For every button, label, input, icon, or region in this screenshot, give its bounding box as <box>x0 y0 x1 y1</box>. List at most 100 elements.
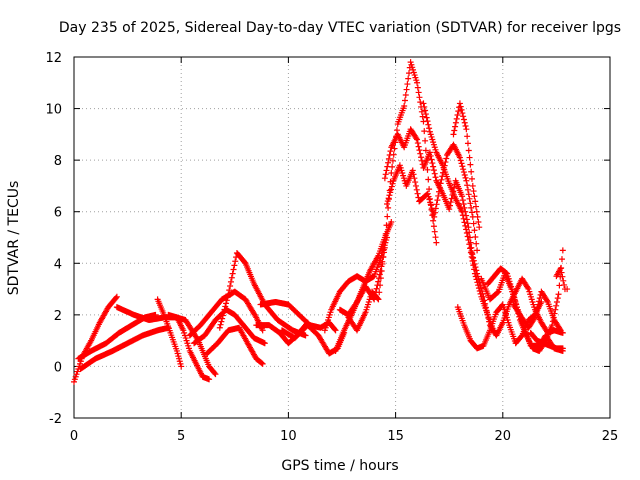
plus-marker <box>414 136 421 143</box>
plus-marker <box>433 201 440 208</box>
plus-marker <box>457 157 464 164</box>
y-tick-label: 8 <box>54 154 62 169</box>
plus-marker <box>252 313 259 320</box>
plus-marker <box>470 188 477 195</box>
plus-marker <box>463 177 470 184</box>
plus-marker <box>460 116 467 123</box>
plus-marker <box>412 179 419 186</box>
x-tick-label: 5 <box>177 429 185 444</box>
track-1 <box>71 293 120 385</box>
plus-marker <box>452 119 459 126</box>
plus-marker <box>466 154 473 161</box>
plus-marker <box>421 103 428 110</box>
plus-marker <box>384 163 391 170</box>
plus-marker <box>557 265 564 272</box>
plus-marker <box>430 163 437 170</box>
plus-marker <box>461 119 468 126</box>
plus-marker <box>379 260 386 267</box>
plus-marker <box>422 137 429 144</box>
plus-marker <box>535 301 542 308</box>
plus-marker <box>460 200 467 207</box>
y-tick-label: 4 <box>54 257 62 272</box>
chart-title: Day 235 of 2025, Sidereal Day-to-day VTE… <box>59 20 621 36</box>
plus-marker <box>415 89 422 96</box>
plus-marker <box>534 304 541 311</box>
data-markers <box>71 59 571 385</box>
plus-marker <box>468 204 475 211</box>
plus-marker <box>261 340 268 347</box>
plus-marker <box>426 149 433 156</box>
plus-marker <box>426 186 433 193</box>
plus-marker <box>424 118 431 125</box>
plus-marker <box>467 244 474 251</box>
plus-marker <box>436 184 443 191</box>
plus-marker <box>426 125 433 132</box>
plus-marker <box>424 166 431 173</box>
plus-marker <box>466 241 473 248</box>
plus-marker <box>450 131 457 138</box>
plus-marker <box>559 247 566 254</box>
plus-marker <box>376 289 383 296</box>
plus-marker <box>259 327 266 334</box>
plus-marker <box>556 326 563 333</box>
plus-marker <box>385 159 392 166</box>
plus-marker <box>553 302 560 309</box>
plus-marker <box>463 229 470 236</box>
plus-marker <box>479 290 486 297</box>
plus-marker <box>423 114 430 121</box>
track-26 <box>510 288 564 334</box>
plus-marker <box>460 166 467 173</box>
plus-marker <box>374 295 381 302</box>
plus-marker <box>552 306 559 313</box>
plus-marker <box>422 147 429 154</box>
plus-marker <box>452 123 459 130</box>
plus-marker <box>415 143 422 150</box>
plus-marker <box>405 75 412 82</box>
plus-marker <box>485 315 492 322</box>
plus-marker <box>473 203 479 210</box>
plus-marker <box>377 282 384 289</box>
track-10 <box>216 249 309 339</box>
plus-marker <box>375 296 382 303</box>
plus-marker <box>414 140 421 147</box>
plus-marker <box>459 193 466 200</box>
plus-marker <box>478 285 485 292</box>
plus-marker <box>472 233 479 240</box>
track-19 <box>384 141 481 254</box>
plus-marker <box>482 304 489 311</box>
track-8 <box>191 306 268 347</box>
plus-marker <box>421 128 428 135</box>
plus-marker <box>402 92 409 99</box>
plus-marker <box>223 300 230 307</box>
plus-marker <box>468 168 475 175</box>
plus-marker <box>558 269 565 276</box>
track-28 <box>553 265 568 293</box>
plus-marker <box>544 297 551 304</box>
plus-marker <box>430 217 437 224</box>
plus-marker <box>211 370 218 377</box>
plus-marker <box>178 363 185 370</box>
plus-marker <box>389 157 396 164</box>
plus-marker <box>483 307 490 314</box>
plus-marker <box>471 227 478 234</box>
plus-marker <box>431 228 438 235</box>
plus-marker <box>231 262 238 269</box>
plus-marker <box>469 182 476 189</box>
plus-marker <box>425 176 432 183</box>
plus-marker <box>384 200 391 207</box>
plus-marker <box>417 150 424 157</box>
plus-marker <box>464 133 471 140</box>
plus-marker <box>559 345 566 352</box>
plus-marker <box>431 170 438 177</box>
plus-marker <box>425 121 432 128</box>
plus-marker <box>377 275 384 282</box>
plus-marker <box>412 182 419 189</box>
plus-marker <box>218 318 225 325</box>
plus-marker <box>467 200 474 207</box>
plus-marker <box>531 314 538 321</box>
plus-marker <box>468 209 475 216</box>
plus-marker <box>428 156 435 163</box>
plus-marker <box>457 103 464 110</box>
plus-marker <box>456 100 463 107</box>
plus-marker <box>212 371 219 378</box>
